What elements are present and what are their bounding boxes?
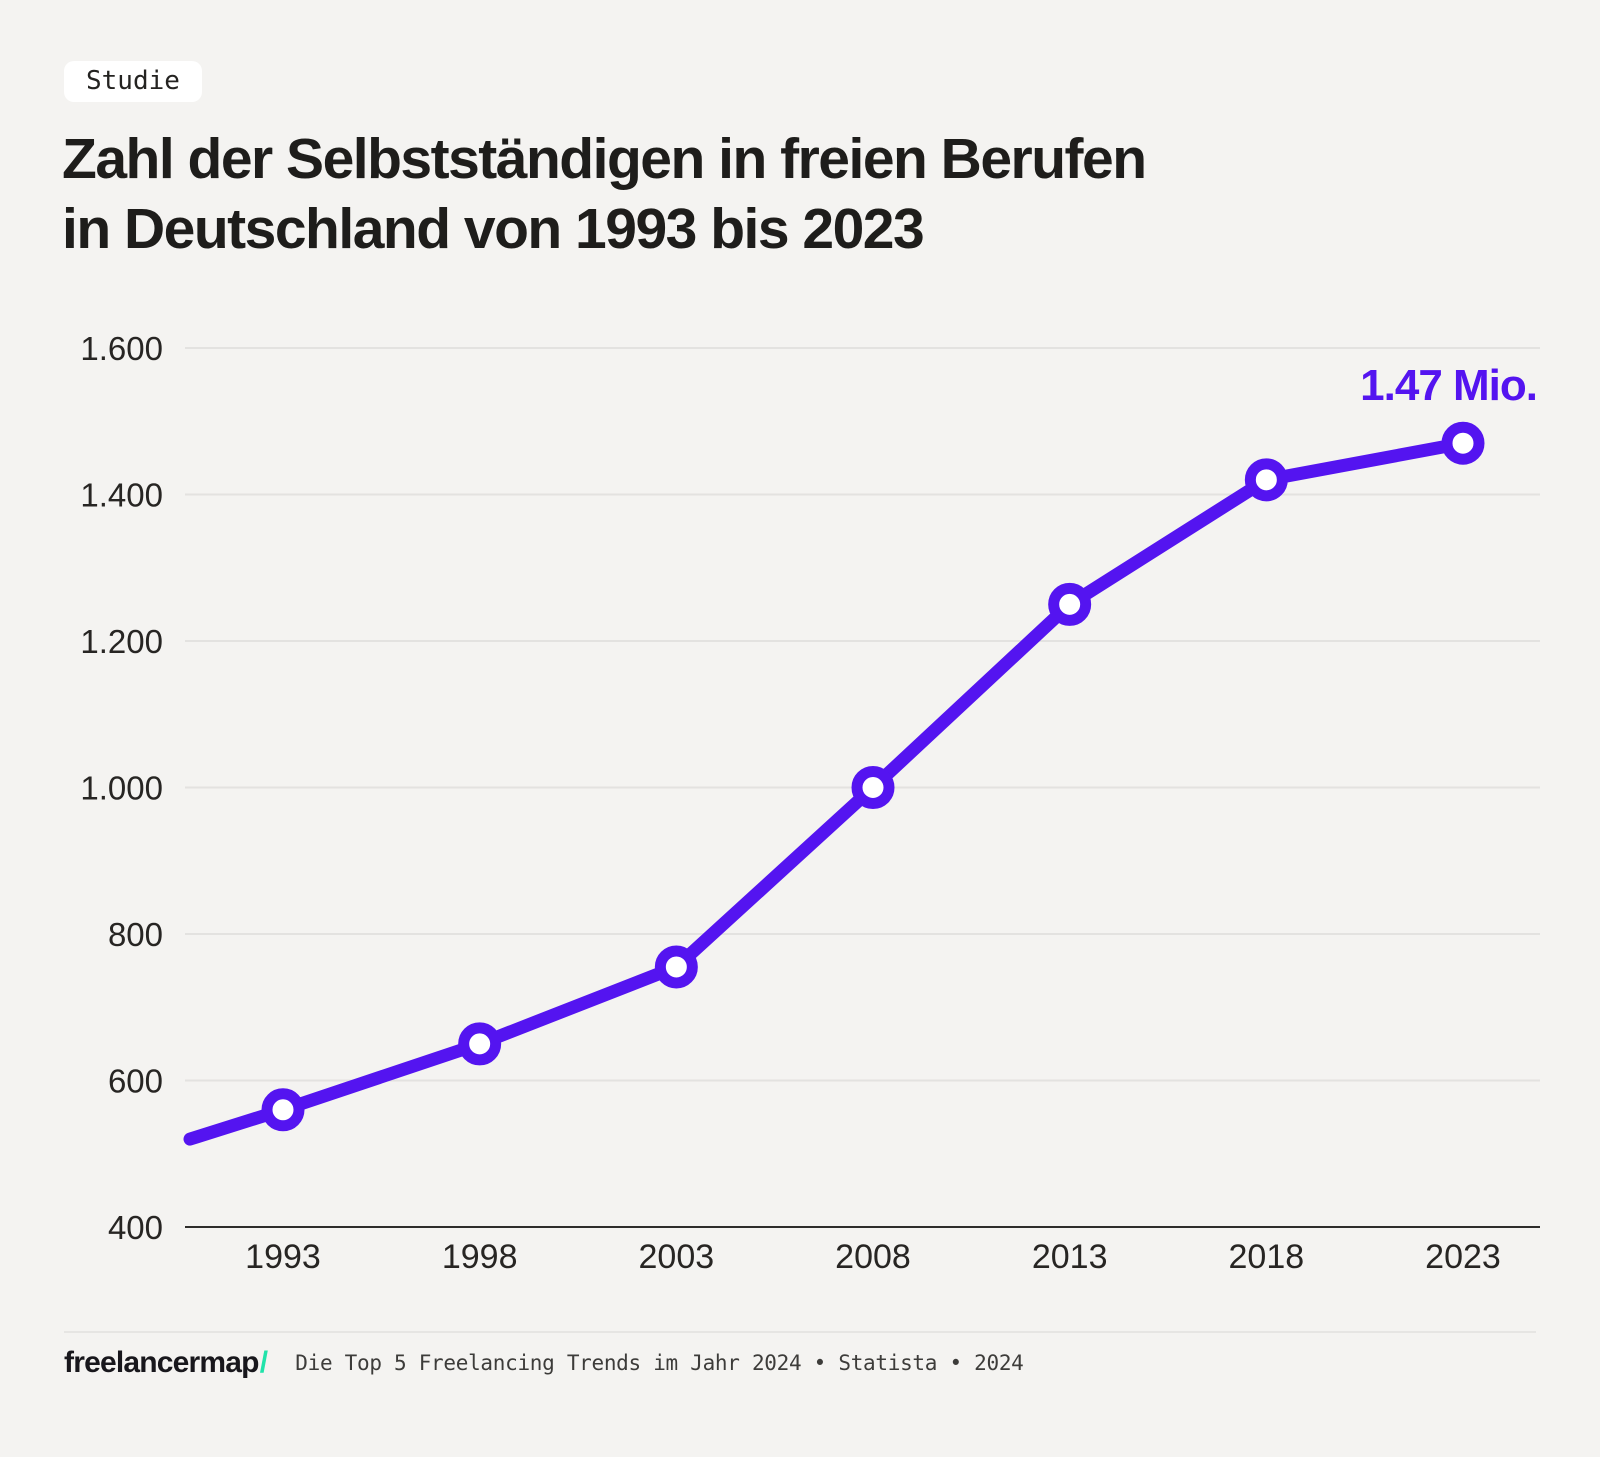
footer: freelancermap/ Die Top 5 Freelancing Tre…	[64, 1346, 1536, 1380]
x-tick-label: 2013	[1032, 1238, 1108, 1276]
x-tick-label: 1993	[245, 1238, 321, 1276]
line-chart: 1.600 1.400 1.200 1.000 800 600 400 1993 1998 200…	[0, 300, 1600, 1310]
page-title: Zahl der Selbstständigen in freien Beruf…	[62, 124, 1512, 264]
x-tick-label: 2018	[1229, 1238, 1305, 1276]
y-tick-label: 1.000	[80, 770, 163, 807]
logo-slash-icon: /	[259, 1346, 268, 1379]
data-point-marker	[851, 766, 895, 809]
value-annotation: 1.47 Mio.	[1360, 361, 1537, 410]
x-tick-label: 1998	[442, 1238, 518, 1276]
data-point-marker	[261, 1088, 305, 1132]
y-tick-label: 1.600	[80, 330, 163, 367]
source-text: Die Top 5 Freelancing Trends im Jahr 202…	[295, 1351, 1024, 1375]
footer-divider	[64, 1331, 1536, 1333]
data-point-marker	[1244, 458, 1288, 502]
studie-badge-label: Studie	[86, 66, 180, 96]
x-tick-label: 2008	[835, 1238, 911, 1276]
y-tick-label: 400	[108, 1209, 163, 1246]
page-title-line1: Zahl der Selbstständigen in freien Beruf…	[62, 127, 1147, 191]
x-tick-label: 2003	[639, 1238, 715, 1276]
data-point-marker	[654, 945, 698, 989]
line-chart-svg: 1.600 1.400 1.200 1.000 800 600 400 1993 1998 200…	[80, 330, 1540, 1276]
page-title-line2: in Deutschland von 1993 bis 2023	[62, 197, 925, 261]
y-tick-label: 1.200	[80, 623, 163, 660]
studie-badge: Studie	[64, 61, 202, 102]
y-tick-label: 1.400	[80, 477, 163, 514]
trend-line	[183, 436, 1470, 1146]
x-tick-label: 2023	[1425, 1238, 1501, 1276]
data-point-marker	[1048, 582, 1092, 626]
y-tick-label: 800	[108, 916, 163, 953]
data-point-marker	[458, 1022, 502, 1066]
data-point-marker	[1441, 421, 1485, 465]
freelancermap-logo-text: freelancermap	[64, 1346, 260, 1379]
freelancermap-logo: freelancermap/	[64, 1346, 268, 1380]
y-tick-label: 600	[108, 1063, 163, 1100]
